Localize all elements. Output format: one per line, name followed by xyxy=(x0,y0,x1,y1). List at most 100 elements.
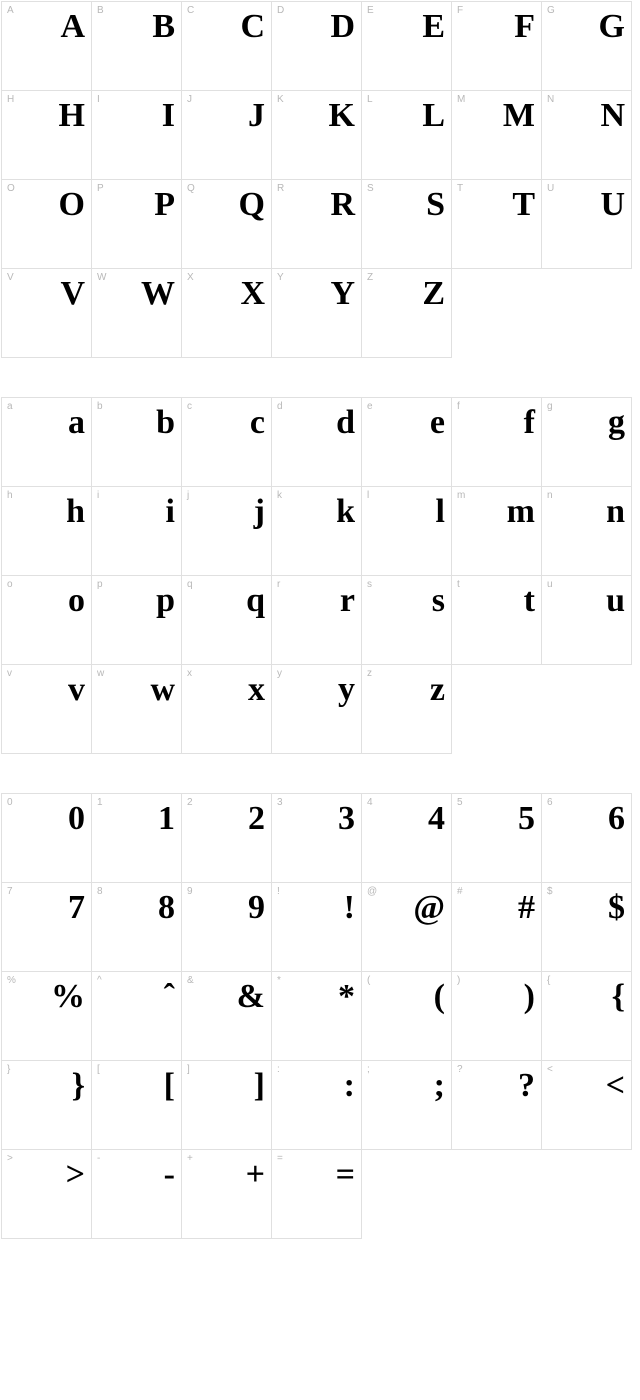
glyph-display: n xyxy=(542,495,625,529)
glyph-display: E xyxy=(362,10,445,44)
glyph-cell: 11 xyxy=(91,793,182,883)
glyph-display: b xyxy=(92,406,175,440)
glyph-cell: PP xyxy=(91,179,182,269)
glyph-display: < xyxy=(542,1069,625,1103)
glyph-display: v xyxy=(2,673,85,707)
glyph-display: u xyxy=(542,584,625,618)
glyph-display: r xyxy=(272,584,355,618)
glyph-display: f xyxy=(452,406,535,440)
glyph-display: g xyxy=(542,406,625,440)
glyph-grid-lowercase: aabbccddeeffgghhiijjkkllmmnnooppqqrrsstt… xyxy=(2,398,638,754)
glyph-display: h xyxy=(2,495,85,529)
glyph-cell: II xyxy=(91,90,182,180)
glyph-display: T xyxy=(452,188,535,222)
glyph-cell: UU xyxy=(541,179,632,269)
glyph-cell: nn xyxy=(541,486,632,576)
glyph-cell: ]] xyxy=(181,1060,272,1150)
glyph-cell: uu xyxy=(541,575,632,665)
glyph-display: m xyxy=(452,495,535,529)
glyph-display: x xyxy=(182,673,265,707)
glyph-display: [ xyxy=(92,1069,175,1103)
glyph-display: Y xyxy=(272,277,355,311)
glyph-cell: 00 xyxy=(1,793,92,883)
glyph-cell: ff xyxy=(451,397,542,487)
glyph-cell: RR xyxy=(271,179,362,269)
glyph-cell: VV xyxy=(1,268,92,358)
glyph-cell: XX xyxy=(181,268,272,358)
glyph-display: e xyxy=(362,406,445,440)
glyph-cell: >> xyxy=(1,1149,92,1239)
glyph-cell: GG xyxy=(541,1,632,91)
glyph-display: ) xyxy=(452,980,535,1014)
glyph-display: F xyxy=(452,10,535,44)
glyph-cell: FF xyxy=(451,1,542,91)
glyph-display: y xyxy=(272,673,355,707)
glyph-cell: !! xyxy=(271,882,362,972)
glyph-cell: ll xyxy=(361,486,452,576)
glyph-display: 6 xyxy=(542,802,625,836)
glyph-grid-uppercase: AABBCCDDEEFFGGHHIIJJKKLLMMNNOOPPQQRRSSTT… xyxy=(2,2,638,358)
glyph-display: } xyxy=(2,1069,85,1103)
glyph-cell: zz xyxy=(361,664,452,754)
glyph-cell: :: xyxy=(271,1060,362,1150)
glyph-display: d xyxy=(272,406,355,440)
glyph-display: q xyxy=(182,584,265,618)
glyph-cell: HH xyxy=(1,90,92,180)
glyph-cell: OO xyxy=(1,179,92,269)
glyph-cell: WW xyxy=(91,268,182,358)
glyph-cell: oo xyxy=(1,575,92,665)
glyph-display: Z xyxy=(362,277,445,311)
glyph-cell: jj xyxy=(181,486,272,576)
glyph-cell: TT xyxy=(451,179,542,269)
glyph-display: & xyxy=(182,980,265,1014)
glyph-display: 4 xyxy=(362,802,445,836)
font-specimen-chart: AABBCCDDEEFFGGHHIIJJKKLLMMNNOOPPQQRRSSTT… xyxy=(0,0,640,1319)
glyph-display: 7 xyxy=(2,891,85,925)
glyph-display: C xyxy=(182,10,265,44)
glyph-cell: ++ xyxy=(181,1149,272,1239)
glyph-cell: ## xyxy=(451,882,542,972)
glyph-display: @ xyxy=(362,891,445,925)
glyph-display: 8 xyxy=(92,891,175,925)
glyph-cell: LL xyxy=(361,90,452,180)
glyph-display: O xyxy=(2,188,85,222)
glyph-display: t xyxy=(452,584,535,618)
glyph-display: { xyxy=(542,980,625,1014)
glyph-cell: MM xyxy=(451,90,542,180)
glyph-cell: == xyxy=(271,1149,362,1239)
glyph-cell: )) xyxy=(451,971,542,1061)
glyph-cell: aa xyxy=(1,397,92,487)
glyph-cell: KK xyxy=(271,90,362,180)
glyph-cell: 88 xyxy=(91,882,182,972)
glyph-display: * xyxy=(272,980,355,1014)
glyph-display: : xyxy=(272,1069,355,1103)
glyph-display: M xyxy=(452,99,535,133)
glyph-display: G xyxy=(542,10,625,44)
glyph-cell: (( xyxy=(361,971,452,1061)
glyph-display: H xyxy=(2,99,85,133)
glyph-cell: ^ˆ xyxy=(91,971,182,1061)
glyph-cell: ** xyxy=(271,971,362,1061)
glyph-cell: }} xyxy=(1,1060,92,1150)
glyph-cell: CC xyxy=(181,1,272,91)
glyph-display: R xyxy=(272,188,355,222)
glyph-cell: {{ xyxy=(541,971,632,1061)
glyph-display: = xyxy=(272,1158,355,1192)
glyph-display: ( xyxy=(362,980,445,1014)
glyph-display: # xyxy=(452,891,535,925)
glyph-cell: 77 xyxy=(1,882,92,972)
glyph-cell: @@ xyxy=(361,882,452,972)
glyph-display: i xyxy=(92,495,175,529)
glyph-cell: 55 xyxy=(451,793,542,883)
glyph-cell: && xyxy=(181,971,272,1061)
glyph-cell: ZZ xyxy=(361,268,452,358)
glyph-display: P xyxy=(92,188,175,222)
glyph-display: I xyxy=(92,99,175,133)
glyph-display: 1 xyxy=(92,802,175,836)
glyph-cell: SS xyxy=(361,179,452,269)
glyph-cell: pp xyxy=(91,575,182,665)
glyph-display: Q xyxy=(182,188,265,222)
glyph-cell: 66 xyxy=(541,793,632,883)
glyph-cell: gg xyxy=(541,397,632,487)
glyph-cell: ;; xyxy=(361,1060,452,1150)
